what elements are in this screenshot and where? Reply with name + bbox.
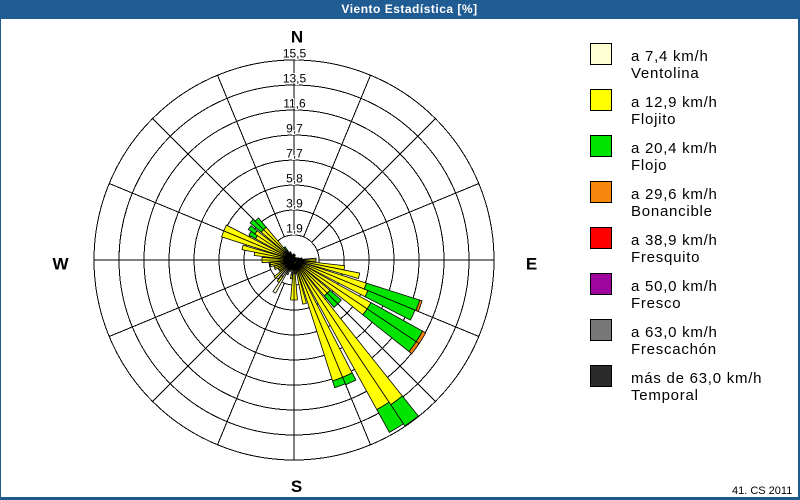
svg-text:W: W: [52, 255, 69, 274]
svg-text:7,7: 7,7: [286, 147, 303, 161]
svg-text:11,6: 11,6: [283, 97, 306, 111]
svg-text:13,5: 13,5: [283, 72, 307, 86]
svg-text:E: E: [526, 255, 537, 274]
svg-text:1,9: 1,9: [286, 222, 303, 236]
svg-text:9,7: 9,7: [286, 122, 303, 136]
svg-text:3,9: 3,9: [286, 197, 303, 211]
svg-text:S: S: [291, 477, 302, 496]
svg-text:15,5: 15,5: [283, 47, 307, 61]
svg-text:N: N: [291, 28, 303, 47]
svg-text:5,8: 5,8: [286, 172, 303, 186]
